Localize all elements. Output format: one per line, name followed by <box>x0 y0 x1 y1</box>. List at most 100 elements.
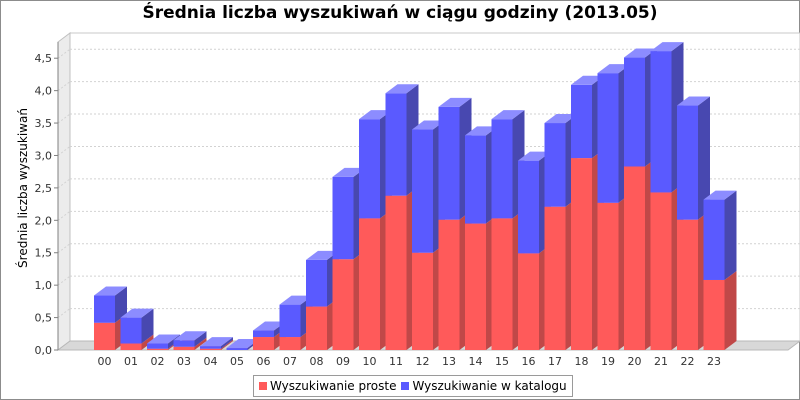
x-tick-label: 21 <box>654 355 668 368</box>
bar-top <box>120 308 154 318</box>
bar-top <box>200 337 233 347</box>
x-tick-label: 15 <box>495 355 509 368</box>
bar-top <box>306 250 339 260</box>
bar-front <box>412 252 433 350</box>
legend-label-catalog: Wyszukiwanie w katalogu <box>412 379 567 393</box>
bar-top <box>703 190 737 200</box>
grid-line-side <box>57 81 71 92</box>
bar-catalog-23 <box>703 190 737 280</box>
bars <box>94 42 737 350</box>
bar-top <box>412 120 445 130</box>
bar-front <box>253 330 274 338</box>
x-tick-label: 12 <box>416 355 430 368</box>
bar-front <box>385 195 407 350</box>
bar-side <box>724 270 737 350</box>
bar-catalog-04 <box>200 337 233 349</box>
bar-front <box>385 93 407 196</box>
bar-side <box>194 331 207 347</box>
y-tick-label: 2,0 <box>35 214 53 227</box>
bar-catalog-00 <box>94 286 127 323</box>
bar-front <box>624 166 645 350</box>
bar-side <box>115 286 127 323</box>
bar-front <box>518 253 539 350</box>
bar-top <box>173 331 207 341</box>
x-tick-label: 07 <box>283 355 297 368</box>
bar-top <box>359 110 392 120</box>
grid-line-side <box>57 48 71 59</box>
bar-top <box>491 110 525 120</box>
x-tick-label: 09 <box>336 355 350 368</box>
bar-top <box>518 151 551 161</box>
bar-catalog-22 <box>677 96 710 220</box>
bar-front <box>226 348 248 350</box>
bar-front <box>253 337 274 350</box>
bar-catalog-03 <box>173 331 207 347</box>
bar-side <box>194 337 207 350</box>
x-tick-label: 16 <box>522 355 536 368</box>
bar-front <box>120 343 142 350</box>
bar-front <box>332 259 354 350</box>
chart-title: Średnia liczba wyszukiwań w ciągu godzin… <box>142 3 658 23</box>
x-tick-label: 22 <box>681 355 695 368</box>
y-tick-label: 3,0 <box>35 149 53 162</box>
legend: Wyszukiwanie proste Wyszukiwanie w katal… <box>253 375 573 397</box>
y-tick-label: 4,0 <box>35 85 53 98</box>
y-tick-label: 3,5 <box>35 117 53 130</box>
legend-item-simple: Wyszukiwanie proste <box>259 379 396 393</box>
bar-front <box>703 279 725 350</box>
y-tick-label: 2,5 <box>35 182 53 195</box>
x-tick-label: 17 <box>548 355 562 368</box>
grid-line-side <box>57 113 71 124</box>
bar-top <box>624 48 657 58</box>
bar-front <box>438 219 460 350</box>
bar-front <box>465 223 486 350</box>
bar-top <box>253 321 286 331</box>
bar-front <box>571 158 592 350</box>
bar-front <box>518 160 539 254</box>
bar-top <box>465 126 498 136</box>
x-axis-ticks: 00 01 02 03 04 05 06 07 08 09 10 11 12 13 14 15 16 17 18 19… <box>98 355 722 368</box>
x-tick-label: 05 <box>230 355 244 368</box>
bar-front <box>544 206 566 350</box>
bar-front <box>200 348 221 350</box>
x-tick-label: 10 <box>363 355 377 368</box>
bar-front <box>624 57 645 167</box>
bar-front <box>703 199 725 280</box>
bar-front <box>94 322 115 350</box>
bar-front <box>173 340 195 347</box>
bar-front <box>544 123 566 207</box>
x-tick-label: 13 <box>442 355 456 368</box>
x-tick-label: 00 <box>98 355 112 368</box>
bar-catalog-07 <box>279 295 313 338</box>
bar-front <box>465 135 486 224</box>
bar-front <box>173 346 195 350</box>
bar-front <box>279 337 301 350</box>
bar-front <box>491 218 513 350</box>
bar-front <box>412 129 433 253</box>
y-axis-ticks: 0,0 0,5 1,0 1,5 2,0 2,5 3,0 3,5 4,0 4,5 <box>35 42 59 357</box>
bar-top <box>571 75 604 85</box>
legend-swatch-catalog <box>401 382 410 390</box>
grid-line-side <box>57 178 71 189</box>
bar-catalog-01 <box>120 308 154 344</box>
left-wall <box>57 32 71 351</box>
x-tick-label: 14 <box>469 355 483 368</box>
x-tick-label: 20 <box>628 355 642 368</box>
x-tick-label: 11 <box>389 355 403 368</box>
bar-front <box>677 105 698 220</box>
bar-front <box>147 343 168 349</box>
bar-front <box>597 73 619 203</box>
x-tick-label: 03 <box>177 355 191 368</box>
bar-top <box>544 114 578 124</box>
bar-front <box>597 202 619 350</box>
bar-top <box>438 97 472 107</box>
y-tick-label: 0,0 <box>35 344 53 357</box>
grid-line-side <box>57 243 71 254</box>
bar-side <box>141 308 154 344</box>
y-tick-label: 1,0 <box>35 279 53 292</box>
x-tick-label: 18 <box>575 355 589 368</box>
bar-side <box>698 96 710 220</box>
bar-front <box>306 306 327 350</box>
grid-line-side <box>57 146 71 156</box>
